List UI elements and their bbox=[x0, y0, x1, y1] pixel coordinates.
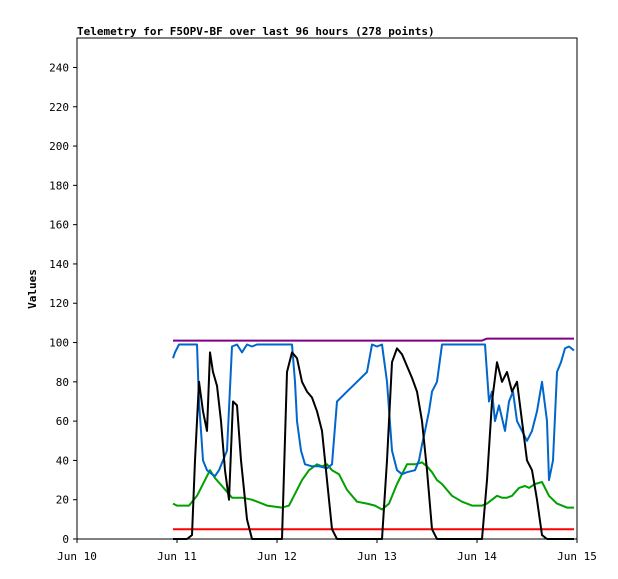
y-tick-label: 240 bbox=[49, 61, 69, 74]
y-tick-label: 80 bbox=[56, 376, 69, 389]
y-tick-label: 20 bbox=[56, 494, 69, 507]
plot-frame bbox=[76, 37, 578, 540]
y-axis: 0 20 40 60 80 100 120 140 160 180 200 220 240 bbox=[49, 61, 77, 546]
series-line-3 bbox=[172, 461, 574, 511]
series-layer bbox=[172, 337, 575, 540]
series-line-1 bbox=[173, 337, 574, 342]
x-axis: Jun 10 Jun 11 Jun 12 Jun 13 Jun 14 Jun 15 bbox=[57, 539, 597, 563]
series-line-5 bbox=[173, 347, 574, 540]
y-tick-label: 180 bbox=[49, 179, 69, 192]
y-tick-label: 120 bbox=[49, 297, 69, 310]
y-tick-label: 200 bbox=[49, 140, 69, 153]
y-tick-label: 40 bbox=[56, 454, 69, 467]
y-tick-label: 100 bbox=[49, 337, 69, 350]
y-tick-label: 160 bbox=[49, 219, 69, 232]
x-tick-label: Jun 15 bbox=[557, 550, 597, 563]
x-tick-label: Jun 11 bbox=[157, 550, 197, 563]
x-tick-label: Jun 10 bbox=[57, 550, 97, 563]
y-axis-label: Values bbox=[26, 269, 39, 309]
x-tick-label: Jun 13 bbox=[357, 550, 397, 563]
x-tick-label: Jun 12 bbox=[257, 550, 297, 563]
x-tick-label: Jun 14 bbox=[457, 550, 497, 563]
y-tick-label: 140 bbox=[49, 258, 69, 271]
chart-title: Telemetry for F5OPV-BF over last 96 hour… bbox=[77, 25, 435, 38]
y-tick-label: 220 bbox=[49, 101, 69, 114]
y-tick-label: 0 bbox=[62, 533, 69, 546]
y-tick-label: 60 bbox=[56, 415, 69, 428]
